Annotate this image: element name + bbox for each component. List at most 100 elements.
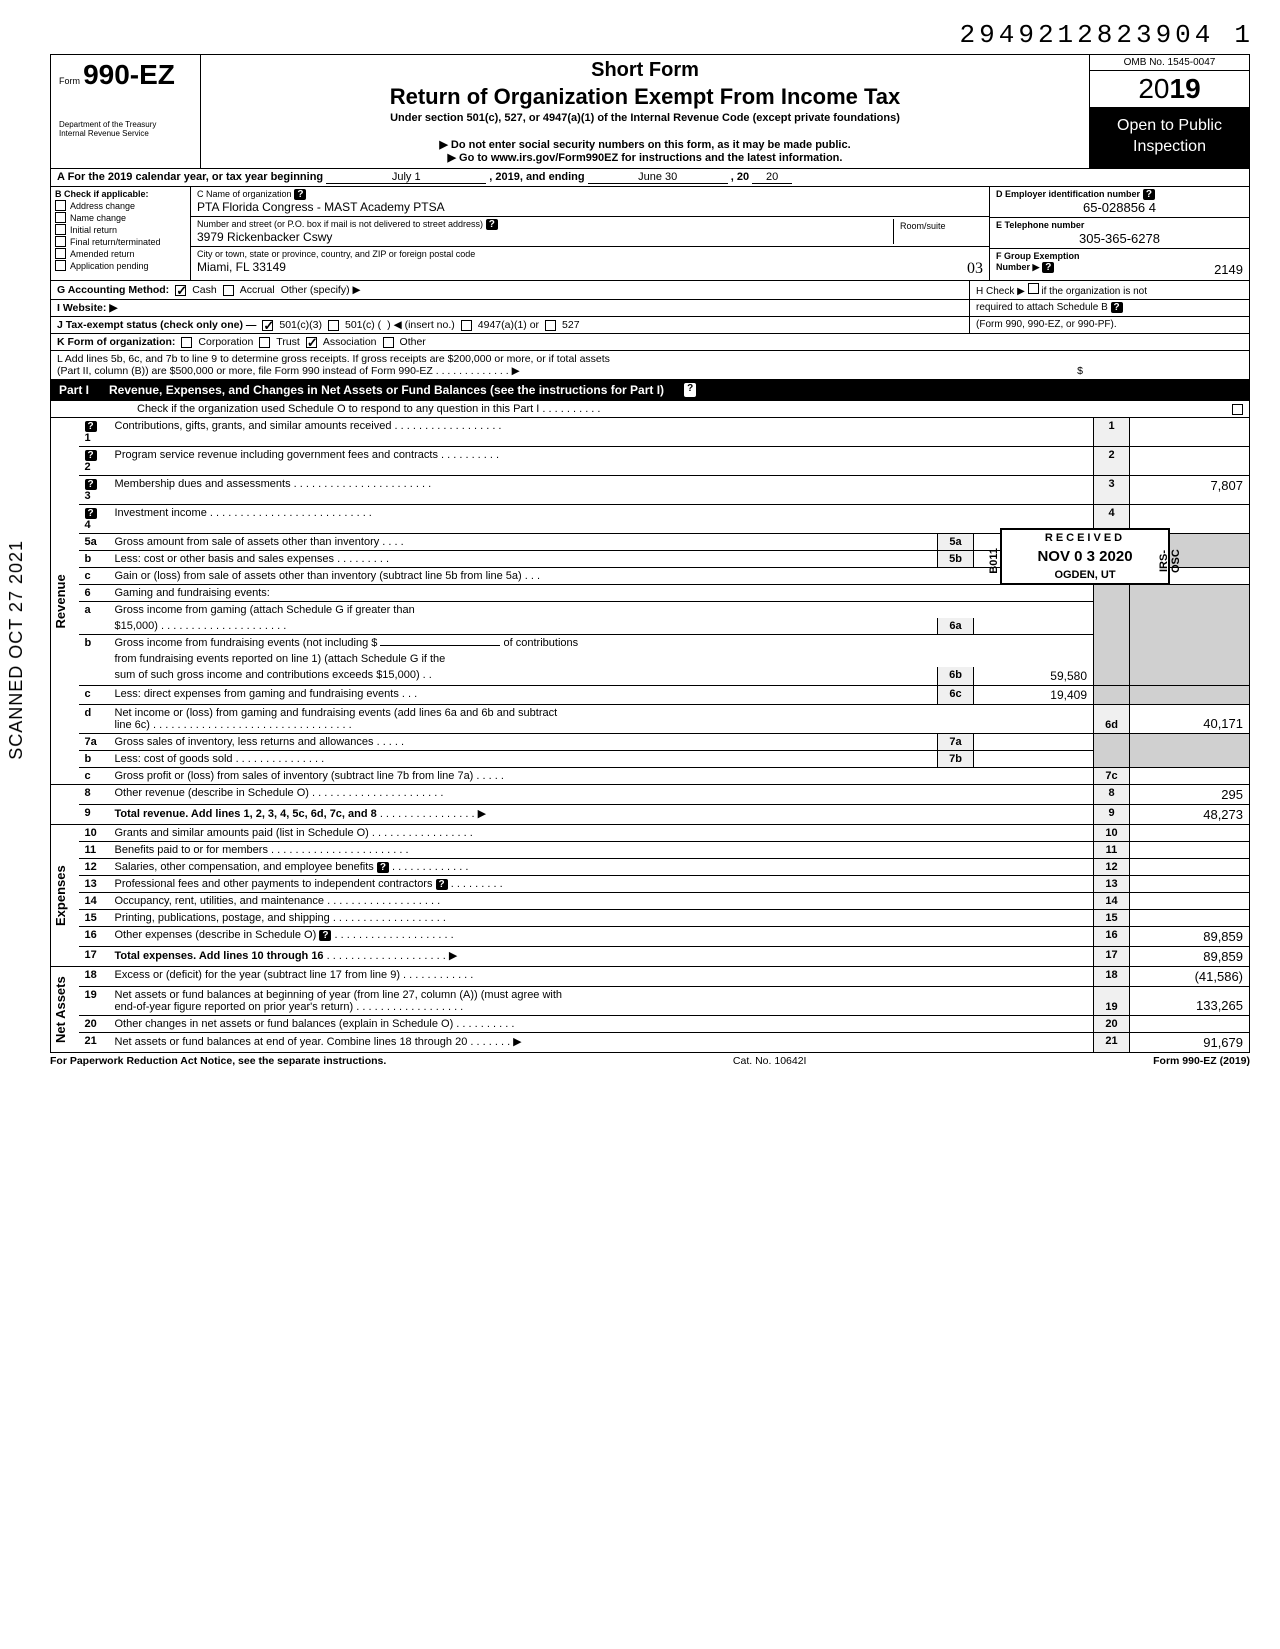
scanned-stamp: SCANNED OCT 27 2021 xyxy=(6,540,27,760)
chk-corporation[interactable] xyxy=(181,337,192,348)
line-6c: Less: direct expenses from gaming and fu… xyxy=(115,688,399,700)
chk-527[interactable] xyxy=(545,320,556,331)
line-6b: Gross income from fundraising events (no… xyxy=(115,637,378,649)
group-label: F Group Exemption xyxy=(996,251,1080,261)
val-19: 133,265 xyxy=(1130,987,1250,1016)
val-18: (41,586) xyxy=(1130,967,1250,987)
phone-label: E Telephone number xyxy=(996,220,1084,230)
chk-cash[interactable] xyxy=(175,285,186,296)
form-header: Form 990-EZ Department of the Treasury I… xyxy=(50,54,1250,169)
section-expenses: Expenses xyxy=(51,825,79,967)
line-20: Other changes in net assets or fund bala… xyxy=(115,1018,460,1030)
line-4: Investment income xyxy=(115,507,207,519)
title-main: Return of Organization Exempt From Incom… xyxy=(217,84,1073,110)
chk-initial-return[interactable] xyxy=(55,224,66,235)
chk-501c[interactable] xyxy=(328,320,339,331)
page-footer: For Paperwork Reduction Act Notice, see … xyxy=(50,1053,1250,1067)
form-number: 990-EZ xyxy=(83,59,175,90)
val-8: 295 xyxy=(1130,785,1250,805)
help-icon[interactable]: ? xyxy=(85,421,97,432)
help-icon[interactable]: ? xyxy=(1111,302,1123,313)
help-icon[interactable]: ? xyxy=(85,479,97,490)
chk-schedule-b[interactable] xyxy=(1028,283,1039,294)
chk-address-change[interactable] xyxy=(55,200,66,211)
chk-501c3[interactable] xyxy=(262,320,273,331)
chk-name-change[interactable] xyxy=(55,212,66,223)
phone-value: 305-365-6278 xyxy=(996,231,1243,246)
line-7c: Gross profit or (loss) from sales of inv… xyxy=(115,770,474,782)
line-11: Benefits paid to or for members xyxy=(115,844,268,856)
line-13: Professional fees and other payments to … xyxy=(115,878,433,890)
group-value: 2149 xyxy=(1214,262,1243,277)
help-icon[interactable]: ? xyxy=(486,219,498,230)
help-icon[interactable]: ? xyxy=(319,930,331,941)
line-9: Total revenue. Add lines 1, 2, 3, 4, 5c,… xyxy=(115,808,377,820)
row-l-line2: (Part II, column (B)) are $500,000 or mo… xyxy=(57,365,520,377)
chk-final-return[interactable] xyxy=(55,236,66,247)
val-2 xyxy=(1130,447,1250,476)
addr-value: 3979 Rickenbacker Cswy xyxy=(197,230,332,244)
val-17: 89,859 xyxy=(1130,947,1250,967)
ein-value: 65-028856 4 xyxy=(996,200,1243,215)
org-name: PTA Florida Congress - MAST Academy PTSA xyxy=(197,200,445,214)
row-k-label: K Form of organization: xyxy=(57,336,175,348)
form-prefix: Form xyxy=(59,76,80,86)
ssn-note: ▶ Do not enter social security numbers o… xyxy=(217,138,1073,151)
help-icon[interactable]: ? xyxy=(1143,189,1155,200)
chk-amended[interactable] xyxy=(55,248,66,259)
val-6c: 19,409 xyxy=(974,686,1094,705)
chk-trust[interactable] xyxy=(259,337,270,348)
chk-schedule-o[interactable] xyxy=(1232,404,1243,415)
line-12: Salaries, other compensation, and employ… xyxy=(115,861,374,873)
row-a-tax-year: A For the 2019 calendar year, or tax yea… xyxy=(50,169,1250,187)
help-icon[interactable]: ? xyxy=(684,383,696,397)
val-6b: 59,580 xyxy=(974,667,1094,686)
tax-year-end-month: June 30 xyxy=(588,171,728,184)
chk-accrual[interactable] xyxy=(223,285,234,296)
line-21: Net assets or fund balances at end of ye… xyxy=(115,1036,468,1048)
help-icon[interactable]: ? xyxy=(1042,262,1054,273)
section-revenue: Revenue xyxy=(51,418,79,785)
received-stamp: RECEIVED NOV 0 3 2020 OGDEN, UT IRS-OSC … xyxy=(1000,528,1170,585)
line-10: Grants and similar amounts paid (list in… xyxy=(115,827,369,839)
val-3: 7,807 xyxy=(1130,476,1250,505)
val-9: 48,273 xyxy=(1130,805,1250,825)
financials-table: Revenue ? 1 Contributions, gifts, grants… xyxy=(50,418,1250,1053)
city-value: Miami, FL 33149 xyxy=(197,260,286,274)
line-2: Program service revenue including govern… xyxy=(115,449,438,461)
instructions-link: ▶ Go to www.irs.gov/Form990EZ for instru… xyxy=(217,151,1073,164)
open-to-public: Open to Public Inspection xyxy=(1090,108,1249,168)
chk-association[interactable] xyxy=(306,337,317,348)
row-l-dollar: $ xyxy=(1077,365,1083,377)
line-15: Printing, publications, postage, and shi… xyxy=(115,912,330,924)
line-18: Excess or (deficit) for the year (subtra… xyxy=(115,969,401,981)
line-5a: Gross amount from sale of assets other t… xyxy=(115,536,380,548)
line-7b: Less: cost of goods sold xyxy=(115,753,233,765)
help-icon[interactable]: ? xyxy=(294,189,306,200)
chk-4947[interactable] xyxy=(461,320,472,331)
row-g-label: G Accounting Method: xyxy=(57,284,169,296)
title-short: Short Form xyxy=(217,59,1073,82)
section-net-assets: Net Assets xyxy=(51,967,79,1053)
line-14: Occupancy, rent, utilities, and maintena… xyxy=(115,895,325,907)
val-21: 91,679 xyxy=(1130,1033,1250,1053)
omb-number: OMB No. 1545-0047 xyxy=(1090,55,1249,71)
chk-other-org[interactable] xyxy=(383,337,394,348)
info-block: B Check if applicable: Address change Na… xyxy=(50,187,1250,281)
val-1 xyxy=(1130,418,1250,447)
row-h-line2: required to attach Schedule B xyxy=(976,302,1108,313)
line-6d: Net income or (loss) from gaming and fun… xyxy=(115,707,558,719)
help-icon[interactable]: ? xyxy=(85,450,97,461)
line-19: Net assets or fund balances at beginning… xyxy=(115,989,563,1001)
document-id: 29492128239041 xyxy=(50,20,1250,50)
help-icon[interactable]: ? xyxy=(377,862,389,873)
row-j-label: J Tax-exempt status (check only one) — xyxy=(57,319,256,331)
line-6: Gaming and fundraising events: xyxy=(115,587,270,599)
tax-year: 2019 xyxy=(1090,71,1249,108)
val-7c xyxy=(1130,768,1250,785)
help-icon[interactable]: ? xyxy=(85,508,97,519)
help-icon[interactable]: ? xyxy=(436,879,448,890)
addr-label: Number and street (or P.O. box if mail i… xyxy=(197,219,483,229)
chk-pending[interactable] xyxy=(55,260,66,271)
tax-year-begin: July 1 xyxy=(326,171,486,184)
